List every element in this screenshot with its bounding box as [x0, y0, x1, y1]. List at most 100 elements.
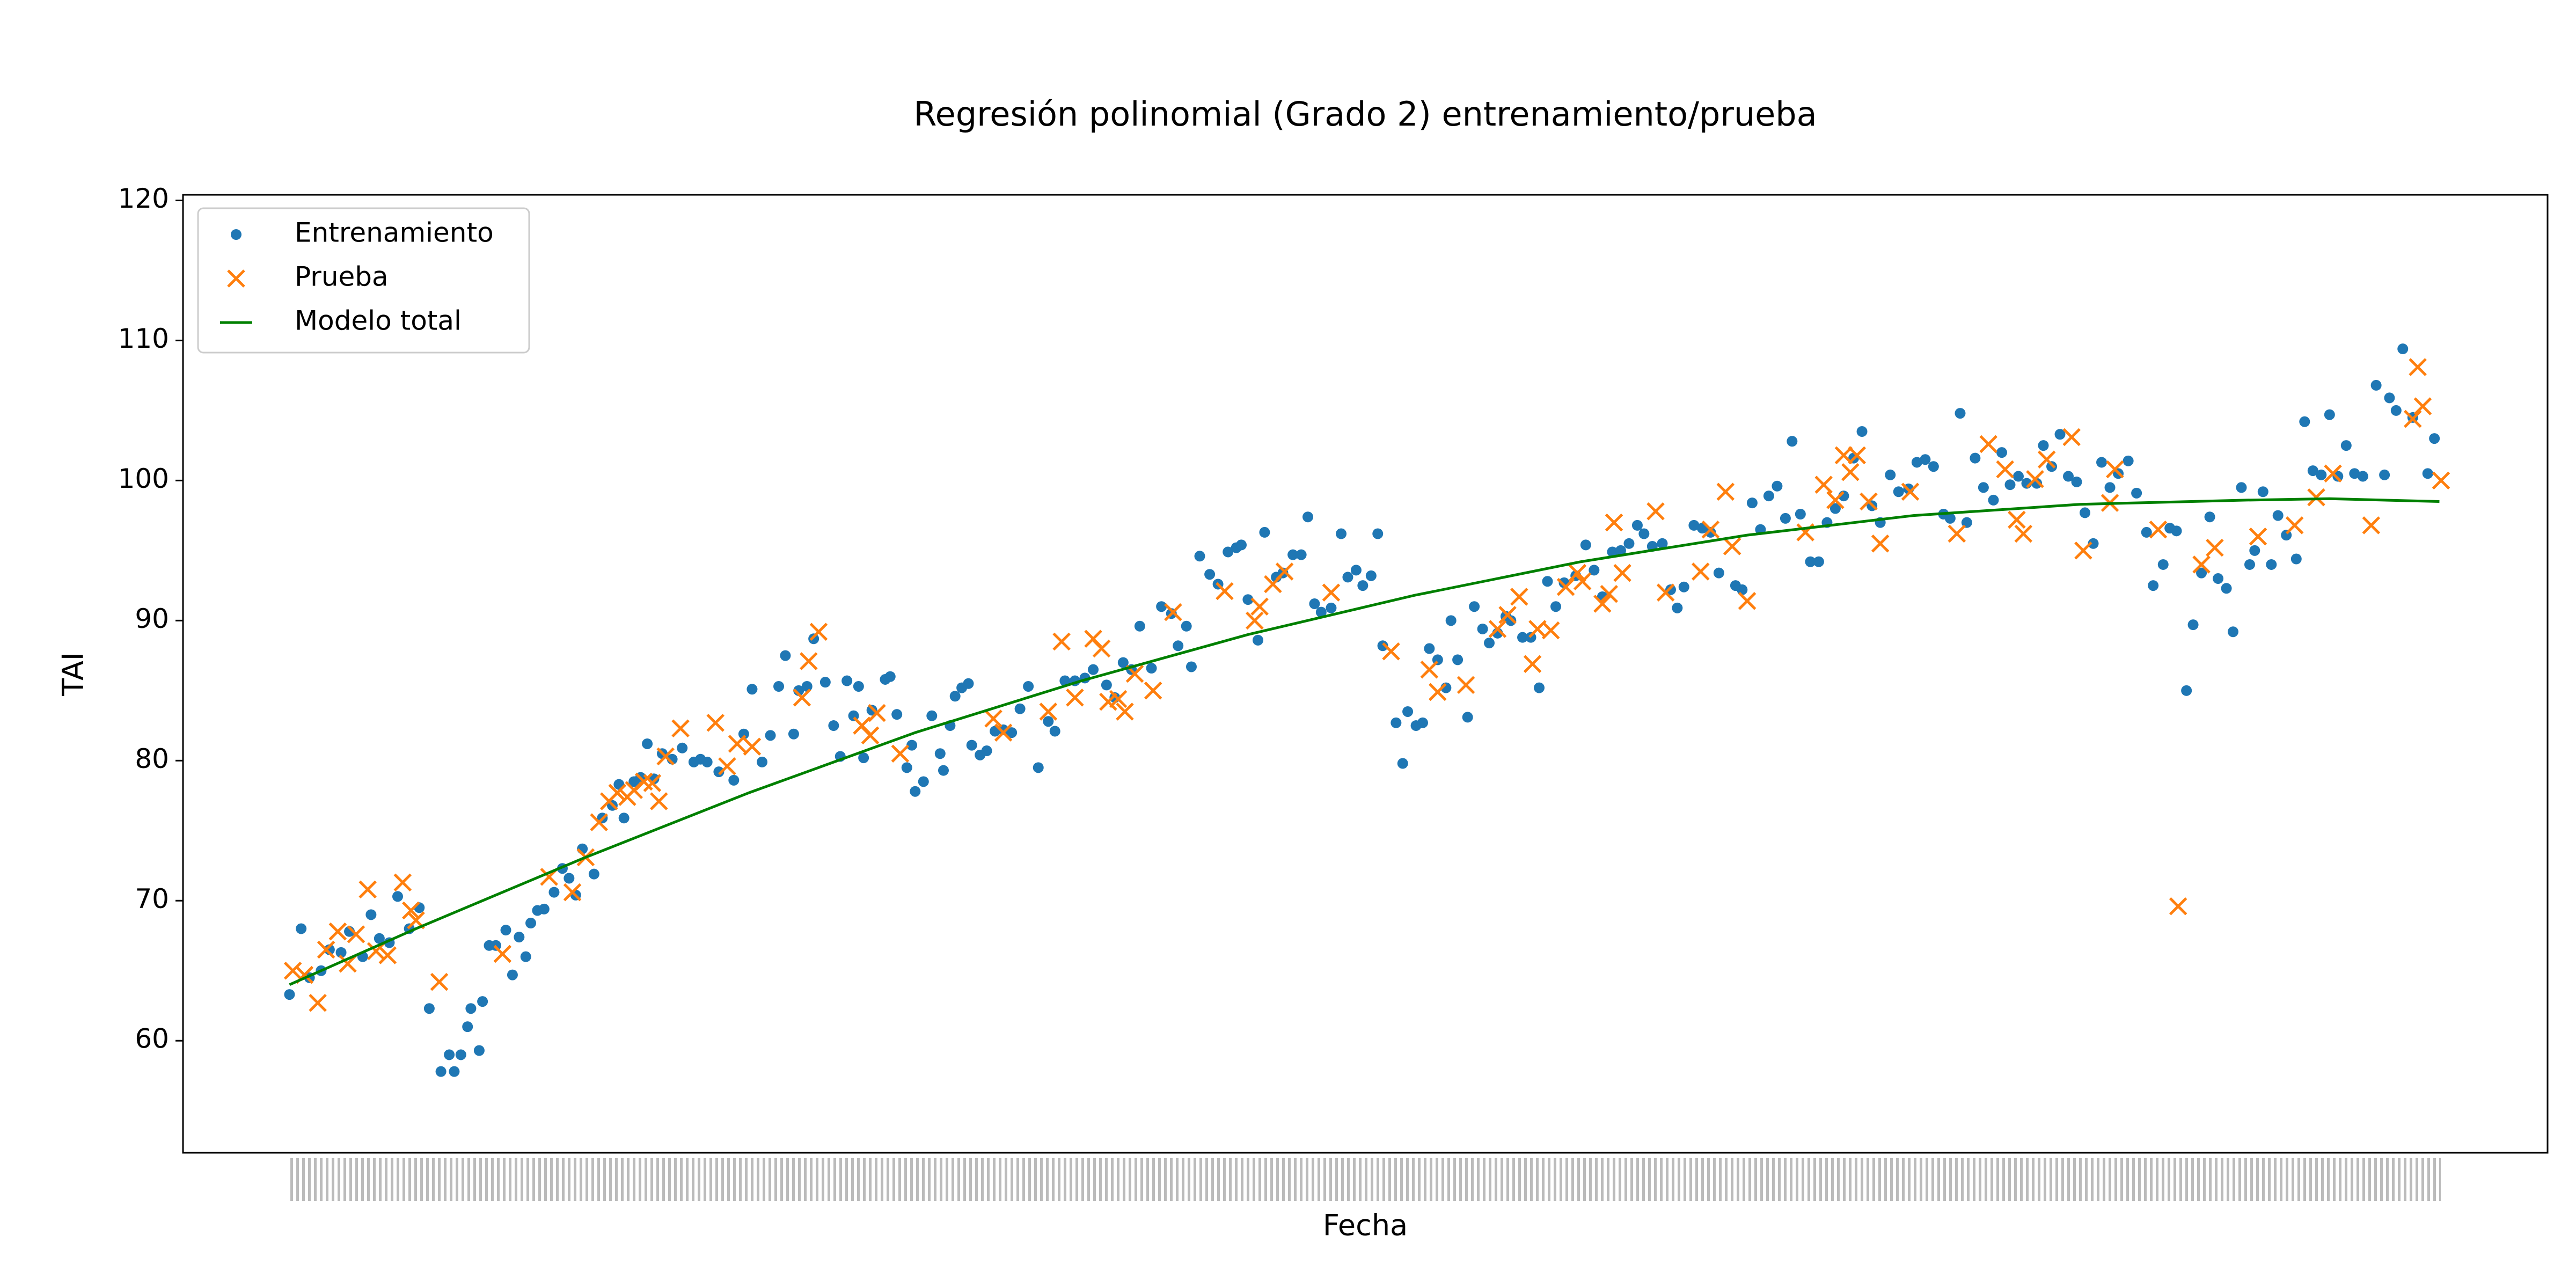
point [1116, 702, 1134, 721]
point [1826, 491, 1845, 509]
point [1589, 565, 1600, 576]
legend-label: Prueba [295, 261, 389, 292]
point [866, 705, 877, 716]
point [2409, 358, 2427, 376]
point [765, 730, 776, 741]
point [918, 776, 929, 787]
point [1607, 546, 1618, 558]
point [1242, 594, 1254, 605]
point [1979, 435, 1997, 453]
point [1737, 584, 1748, 595]
point [934, 748, 946, 759]
point [773, 680, 785, 692]
point [2196, 567, 2207, 579]
point [747, 684, 758, 695]
point [1059, 675, 1071, 686]
point [800, 652, 818, 670]
point [2131, 487, 2142, 499]
point [1066, 689, 1084, 707]
point [1605, 513, 1623, 532]
point [608, 784, 627, 802]
point [788, 728, 799, 740]
point [1033, 762, 1044, 773]
point [2236, 482, 2247, 493]
point [713, 766, 724, 778]
point [2074, 541, 2092, 560]
point [1109, 690, 1128, 708]
point [1452, 654, 1463, 665]
point [1716, 482, 1735, 501]
point [2149, 520, 2168, 539]
point [324, 944, 335, 955]
point [1568, 564, 1587, 582]
point [1970, 452, 1981, 464]
point [1672, 602, 1683, 613]
point [1350, 565, 1362, 576]
point [365, 909, 377, 920]
point [1164, 603, 1182, 621]
point [2390, 405, 2402, 416]
point [650, 792, 668, 810]
point [1023, 680, 1034, 692]
point [2063, 471, 2074, 482]
point [1656, 583, 1675, 602]
point [718, 757, 736, 775]
point [1885, 469, 1896, 480]
point [1613, 564, 1631, 582]
point [1948, 524, 1966, 543]
point [2012, 471, 2024, 482]
point [728, 774, 740, 786]
point [477, 996, 488, 1007]
point [1477, 623, 1488, 634]
point [1397, 758, 1408, 769]
point [1420, 660, 1439, 679]
point [1556, 577, 1575, 596]
point [1185, 661, 1197, 672]
point [618, 813, 630, 824]
point [1445, 615, 1457, 626]
point [2316, 469, 2327, 480]
point [2324, 409, 2335, 420]
point [757, 756, 768, 767]
point [1738, 592, 1757, 610]
point [423, 1003, 435, 1014]
point [1615, 545, 1626, 556]
plot-area [283, 343, 2450, 1077]
point [2123, 455, 2134, 466]
point [435, 1066, 447, 1077]
point [507, 969, 518, 980]
point [2244, 559, 2255, 570]
point [1523, 655, 1542, 673]
point [891, 709, 903, 720]
point [780, 650, 791, 661]
point [677, 742, 688, 753]
point [819, 677, 831, 688]
point [1646, 502, 1665, 521]
point [1505, 615, 1517, 626]
point [1996, 447, 2007, 458]
point [1377, 640, 1388, 652]
point [1322, 583, 1341, 602]
point [2080, 507, 2091, 518]
point [1871, 535, 1890, 553]
point [1996, 460, 2014, 479]
point [1417, 717, 1428, 728]
point [588, 868, 599, 880]
point [1342, 572, 1353, 583]
point [858, 752, 869, 764]
point [563, 883, 582, 902]
point [2340, 440, 2352, 451]
point [473, 1045, 485, 1056]
point [1573, 572, 1592, 591]
point [1550, 601, 1562, 612]
point [1787, 436, 1798, 447]
point [1623, 538, 1635, 549]
point [393, 873, 412, 892]
point [861, 726, 880, 745]
point [963, 678, 974, 689]
point [1510, 588, 1528, 606]
point [1944, 513, 1956, 524]
point [2249, 527, 2267, 546]
point [2266, 559, 2277, 570]
